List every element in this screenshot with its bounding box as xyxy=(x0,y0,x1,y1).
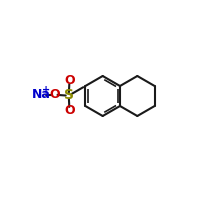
Text: +: + xyxy=(42,85,50,95)
Text: O: O xyxy=(64,74,75,87)
Text: Na: Na xyxy=(32,88,51,101)
Text: O: O xyxy=(49,88,60,101)
Text: O: O xyxy=(64,104,75,117)
Text: S: S xyxy=(64,88,74,102)
